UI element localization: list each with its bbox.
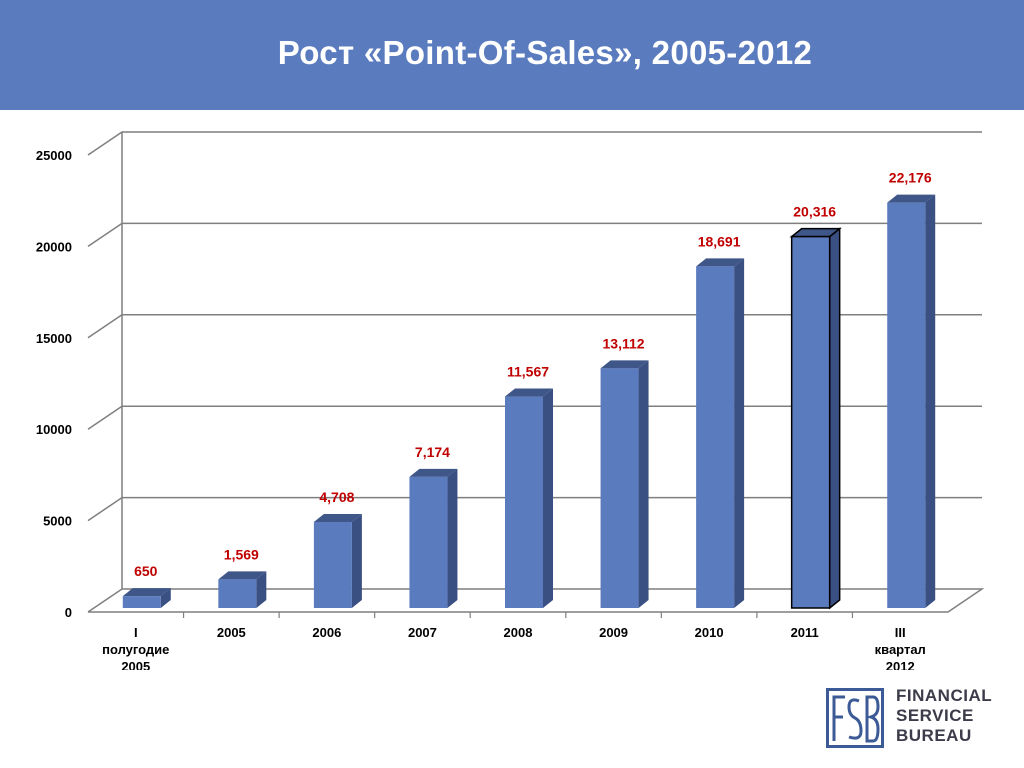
gridline: [87, 496, 982, 522]
x-tick-label: 2011: [791, 625, 819, 640]
x-tick-label-line: 2010: [695, 625, 724, 640]
bar-top: [600, 360, 649, 369]
value-label: 1,569: [224, 546, 259, 562]
x-tick-label-line: 2011: [791, 625, 819, 640]
gridline: [87, 314, 982, 339]
value-labels: 650 1,569 4,708 7,174 11,567 13,112 18,691 20,3…: [134, 170, 932, 579]
bar: [313, 521, 352, 608]
bar-top: [122, 588, 171, 597]
x-tick-label: 2006: [312, 625, 341, 640]
x-tick-label-line: 2005: [121, 659, 150, 670]
x-tick-label-line: квартал: [875, 642, 926, 657]
bar-side: [351, 513, 362, 608]
value-label: 13,112: [603, 335, 645, 351]
bar-top: [887, 194, 936, 203]
logo-line-1: FINANCIAL: [896, 686, 993, 705]
x-tick-label-line: III: [895, 625, 906, 640]
value-label: 20,316: [793, 204, 836, 220]
logo-line-2: SERVICE: [896, 706, 974, 725]
value-label: 7,174: [415, 444, 450, 460]
bar-side: [734, 258, 745, 608]
bar-top: [505, 388, 553, 397]
bar: [505, 396, 543, 608]
bars: [122, 194, 936, 610]
bar: [887, 202, 926, 608]
bar-side: [638, 360, 649, 608]
value-label: 4,708: [319, 489, 354, 505]
x-tick-label: 2010: [695, 625, 724, 640]
bar: [696, 266, 735, 608]
bar-side: [543, 388, 553, 608]
y-tick-label: 15000: [36, 331, 72, 346]
y-tick-label: 0: [65, 605, 72, 620]
bar-side: [256, 571, 267, 608]
bar: [600, 368, 639, 608]
bar-side: [447, 468, 458, 608]
x-tick-label-line: 2007: [408, 625, 437, 640]
bar-top: [696, 258, 745, 267]
x-tick-label-line: I: [134, 625, 138, 640]
bar-side: [828, 227, 841, 610]
bar: [122, 596, 161, 608]
bar: [218, 579, 257, 608]
value-label: 18,691: [698, 233, 741, 249]
gridline: [87, 222, 982, 248]
y-axis-ticks: 0 5000 10000 15000 20000 25000: [36, 148, 72, 620]
bar: [409, 476, 448, 608]
y-tick-label: 5000: [43, 514, 72, 529]
fsb-logo-mark: [826, 688, 884, 748]
logo-wordmark: FINANCIAL SERVICE BUREAU: [896, 686, 996, 746]
bar-top: [409, 468, 458, 477]
y-tick-label: 20000: [36, 239, 72, 254]
logo-line-3: BUREAU: [896, 726, 972, 745]
bar-side: [160, 588, 171, 608]
x-tick-label: 2007: [408, 625, 437, 640]
value-label: 11,567: [507, 364, 549, 380]
bar-top: [313, 513, 362, 522]
gridline: [87, 405, 982, 430]
bar-chart: 0 5000 10000 15000 20000 25000 650 1,569 4,708 7…: [36, 131, 985, 670]
x-tick-label-line: 2012: [886, 659, 915, 670]
company-logo: FINANCIAL SERVICE BUREAU: [826, 686, 996, 752]
bar-top: [218, 571, 267, 580]
page-title: Рост «Point-Of-Sales», 2005-2012: [277, 34, 813, 71]
x-tick-label-line: 2006: [312, 625, 341, 640]
x-tick-label: 2005: [217, 625, 246, 640]
header-bar: Рост «Point-Of-Sales», 2005-2012: [0, 0, 1024, 110]
x-tick-label: 2009: [599, 625, 628, 640]
y-tick-label: 10000: [36, 422, 72, 437]
x-tick-label-line: 2008: [504, 625, 533, 640]
x-tick-label-line: 2005: [217, 625, 246, 640]
x-tick-label: 2008: [504, 625, 533, 640]
x-tick-label-line: 2009: [599, 625, 628, 640]
gridline: [87, 131, 982, 156]
gridlines: [87, 131, 985, 613]
y-tick-label: 25000: [36, 148, 72, 163]
x-tick-label: III квартал 2012: [875, 625, 926, 670]
bar-side: [925, 194, 936, 608]
value-label: 650: [134, 563, 158, 579]
x-tick-label-line: полугодие: [102, 642, 169, 657]
bar: [790, 235, 831, 609]
value-label: 22,176: [889, 170, 932, 186]
